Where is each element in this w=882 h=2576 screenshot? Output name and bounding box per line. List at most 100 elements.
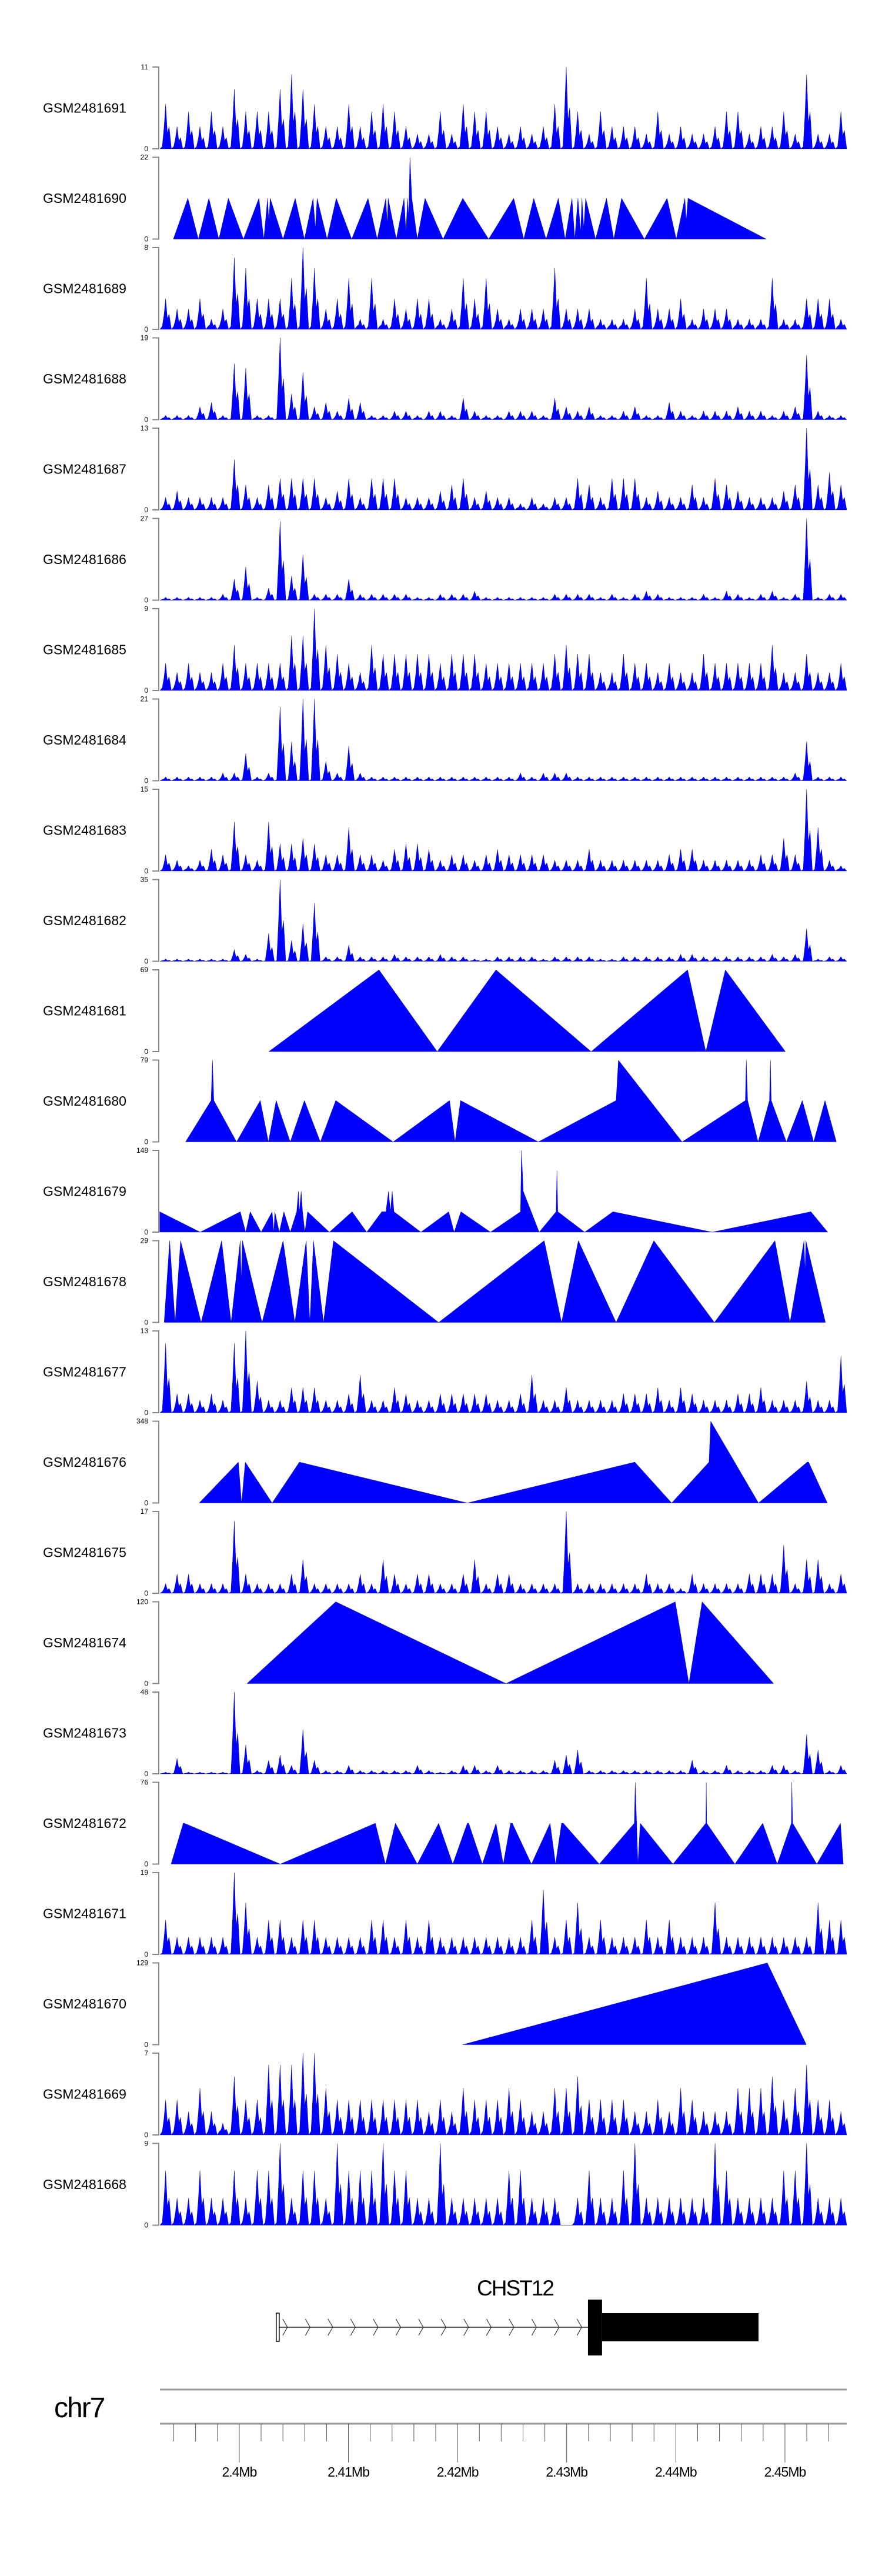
y-axis: [152, 1962, 159, 2046]
tick-label: 2.42Mb: [437, 2464, 479, 2480]
strand-arrow-icon: [440, 2318, 447, 2336]
track-label: GSM2481683: [43, 823, 126, 838]
y-max-label: 13: [141, 1327, 149, 1335]
y-min-label: 0: [144, 325, 148, 333]
y-axis: [152, 969, 159, 1052]
y-min-label: 0: [144, 1950, 148, 1958]
y-axis: [152, 2053, 159, 2135]
track-GSM2481681: GSM2481681 69 0: [43, 966, 786, 1056]
strand-arrow-icon: [463, 2318, 469, 2336]
y-min-label: 0: [144, 1138, 148, 1146]
track-GSM2481684: GSM2481684 21 0: [43, 695, 847, 785]
y-max-label: 48: [141, 1688, 149, 1696]
y-max-label: 7: [144, 2049, 148, 2057]
track-label: GSM2481691: [43, 101, 126, 116]
y-min-label: 0: [144, 867, 148, 875]
y-min-label: 0: [144, 416, 148, 424]
track-GSM2481668: GSM2481668 9 0: [43, 2140, 847, 2230]
y-min-label: 0: [144, 1860, 148, 1868]
y-max-label: 35: [141, 876, 149, 884]
y-min-label: 0: [144, 777, 148, 785]
coverage-area: [462, 1963, 807, 2045]
track-GSM2481691: GSM2481691 11 0: [43, 63, 847, 153]
track-GSM2481682: GSM2481682 35 0: [43, 876, 847, 966]
y-max-label: 148: [136, 1146, 148, 1154]
genome-axis-track: chr7 2.4Mb 2.41Mb 2.42Mb 2.43Mb 2.44Mb 2.45Mb: [54, 2388, 847, 2480]
coverage-area: [171, 1782, 844, 1865]
strand-arrow-icon: [282, 2318, 288, 2336]
y-max-label: 76: [141, 1778, 149, 1787]
track-label: GSM2481687: [43, 462, 126, 477]
track-label: GSM2481686: [43, 552, 126, 567]
y-axis: [152, 1511, 159, 1594]
track-label: GSM2481677: [43, 1364, 126, 1380]
coverage-area: [268, 969, 786, 1052]
gene-label: CHST12: [477, 2276, 553, 2300]
y-axis: [152, 698, 159, 782]
strand-arrow-icon: [531, 2318, 537, 2336]
track-label: GSM2481690: [43, 191, 126, 206]
track-label: GSM2481671: [43, 1906, 126, 1921]
y-max-label: 21: [141, 695, 149, 703]
data-tracks: GSM2481691110GSM2481690220GSM248168980GS…: [43, 63, 847, 2230]
y-min-label: 0: [144, 1589, 148, 1597]
track-label: GSM2481682: [43, 913, 126, 928]
strand-arrow-icon: [486, 2318, 492, 2336]
y-max-label: 11: [141, 63, 149, 71]
chromosome-label: chr7: [54, 2393, 105, 2424]
coverage-area: [159, 1511, 847, 1594]
y-axis: [152, 1330, 159, 1413]
track-GSM2481686: GSM2481686 27 0: [43, 515, 847, 605]
y-max-label: 69: [141, 966, 149, 974]
y-min-label: 0: [144, 2131, 148, 2139]
coverage-area: [159, 1872, 847, 1955]
y-axis: [152, 789, 159, 872]
track-GSM2481678: GSM2481678 29 0: [43, 1237, 826, 1327]
track-label: GSM2481669: [43, 2087, 126, 2102]
coverage-area: [159, 699, 847, 781]
y-min-label: 0: [144, 1680, 148, 1688]
coverage-area: [159, 1330, 847, 1413]
coverage-area: [185, 1059, 837, 1143]
coverage-area: [159, 2053, 847, 2135]
track-GSM2481689: GSM2481689 8 0: [43, 243, 847, 333]
y-axis: [152, 1240, 159, 1323]
coverage-area: [159, 1150, 828, 1233]
strand-arrow-icon: [509, 2318, 514, 2336]
coverage-area: [199, 1420, 828, 1503]
y-max-label: 129: [136, 1959, 148, 1967]
strand-arrow-icon: [373, 2318, 379, 2336]
coverage-area: [159, 608, 847, 691]
y-max-label: 29: [141, 1237, 149, 1245]
track-GSM2481674: GSM2481674 120 0: [43, 1598, 774, 1688]
y-max-label: 17: [141, 1507, 149, 1516]
track-GSM2481685: GSM2481685 9 0: [43, 605, 847, 695]
track-label: GSM2481689: [43, 281, 126, 296]
track-GSM2481683: GSM2481683 15 0: [43, 785, 847, 875]
track-label: GSM2481688: [43, 371, 126, 386]
y-axis: [152, 1059, 159, 1143]
y-max-label: 79: [141, 1056, 149, 1065]
track-GSM2481688: GSM2481688 19 0: [43, 334, 847, 424]
strand-arrow-icon: [395, 2318, 402, 2336]
y-axis: [152, 518, 159, 601]
track-label: GSM2481668: [43, 2177, 126, 2192]
y-axis: [152, 428, 159, 510]
coverage-area: [159, 66, 847, 149]
strand-arrow-icon: [576, 2318, 583, 2336]
y-min-label: 0: [144, 235, 148, 243]
track-label: GSM2481684: [43, 732, 126, 748]
track-label: GSM2481674: [43, 1635, 126, 1650]
strand-arrow-icon: [554, 2318, 560, 2336]
y-min-label: 0: [144, 957, 148, 966]
y-axis: [152, 247, 159, 330]
y-min-label: 0: [144, 145, 148, 153]
y-max-label: 120: [136, 1598, 148, 1606]
track-GSM2481679: GSM2481679 148 0: [43, 1146, 828, 1236]
y-max-label: 22: [141, 154, 149, 162]
first-exon: [276, 2313, 280, 2342]
strand-arrow-icon: [305, 2318, 311, 2336]
y-max-label: 27: [141, 515, 149, 523]
y-min-label: 0: [144, 2041, 148, 2049]
